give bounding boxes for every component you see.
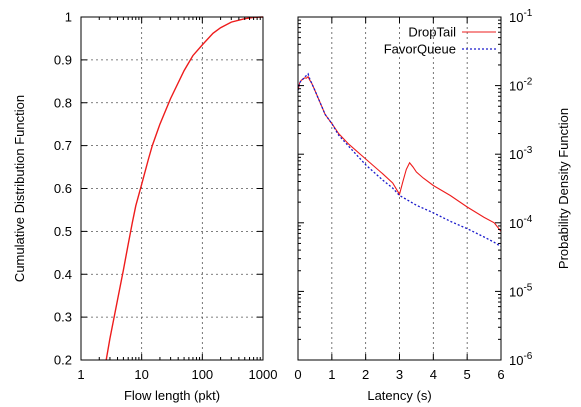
pdf-y-tick-exponent: -2 — [523, 77, 532, 88]
cdf-series-line — [105, 16, 264, 361]
cdf-panel: 1 10 100 1000 0.2 0.3 0.4 0.5 0.6 0.7 0.8 0.9 1 Flow… — [12, 10, 277, 404]
cdf-grid — [81, 17, 263, 360]
pdf-y-tick-base: 10 — [509, 147, 523, 162]
pdf-y-tick-label: 10-1 — [509, 8, 533, 25]
cdf-y-tick-label: 0.8 — [54, 95, 72, 110]
pdf-y-tick-exponent: -5 — [523, 282, 532, 293]
pdf-x-tick-label: 4 — [430, 367, 437, 382]
pdf-y-axis-title: Probability Density Function — [556, 108, 571, 269]
pdf-y-tick-label: 10-3 — [509, 145, 533, 162]
pdf-x-tick-label: 2 — [362, 367, 369, 382]
pdf-y-tick-exponent: -4 — [523, 214, 532, 225]
legend: DropTail FavorQueue — [384, 25, 496, 57]
pdf-y-tick-exponent: -3 — [523, 145, 532, 156]
pdf-y-tick-label: 10-4 — [509, 214, 533, 231]
cdf-y-tick-label: 0.3 — [54, 310, 72, 325]
cdf-y-tick-label: 0.7 — [54, 138, 72, 153]
cdf-y-tick-label: 1 — [65, 10, 72, 25]
pdf-x-tick-label: 6 — [497, 367, 504, 382]
pdf-x-tick-label: 3 — [396, 367, 403, 382]
pdf-x-tick-label: 1 — [328, 367, 335, 382]
pdf-series — [297, 72, 502, 248]
pdf-y-tick-base: 10 — [509, 284, 523, 299]
pdf-y-tick-base: 10 — [509, 353, 523, 368]
pdf-y-tick-base: 10 — [509, 216, 523, 231]
legend-label-droptail: DropTail — [408, 25, 456, 40]
pdf-x-tick-label: 0 — [294, 367, 301, 382]
cdf-y-tick-label: 0.2 — [54, 353, 72, 368]
cdf-y-axis-title: Cumulative Distribution Function — [12, 95, 27, 282]
pdf-x-axis-title: Latency (s) — [367, 388, 431, 403]
pdf-y-tick-exponent: -1 — [523, 8, 532, 19]
cdf-x-tick-label: 1000 — [249, 367, 278, 382]
pdf-series-line-favorqueue — [297, 72, 502, 248]
cdf-y-tick-label: 0.6 — [54, 181, 72, 196]
pdf-x-tick-label: 5 — [464, 367, 471, 382]
cdf-ticks: 1 10 100 1000 0.2 0.3 0.4 0.5 0.6 0.7 0.8 0.9 1 — [54, 10, 278, 383]
pdf-panel: 0 1 2 3 4 5 610-610-510-410-310-210-1 DropTail… — [294, 8, 571, 403]
pdf-y-tick-label: 10-6 — [509, 351, 533, 368]
cdf-x-tick-label: 10 — [134, 367, 148, 382]
pdf-y-tick-label: 10-2 — [509, 77, 533, 94]
pdf-series-line-droptail — [297, 75, 502, 232]
pdf-y-tick-base: 10 — [509, 79, 523, 94]
pdf-ticks: 0 1 2 3 4 5 610-610-510-410-310-210-1 — [294, 8, 532, 382]
legend-label-favorqueue: FavorQueue — [384, 42, 456, 57]
cdf-y-tick-label: 0.4 — [54, 267, 72, 282]
pdf-grid — [331, 17, 468, 360]
cdf-y-tick-label: 0.9 — [54, 52, 72, 67]
cdf-x-tick-label: 1 — [77, 367, 84, 382]
pdf-y-tick-base: 10 — [509, 10, 523, 25]
cdf-x-axis-title: Flow length (pkt) — [124, 388, 220, 403]
cdf-x-tick-label: 100 — [191, 367, 213, 382]
cdf-series — [105, 16, 264, 361]
pdf-y-tick-exponent: -6 — [523, 351, 532, 362]
pdf-y-tick-label: 10-5 — [509, 282, 533, 299]
cdf-y-tick-label: 0.5 — [54, 224, 72, 239]
